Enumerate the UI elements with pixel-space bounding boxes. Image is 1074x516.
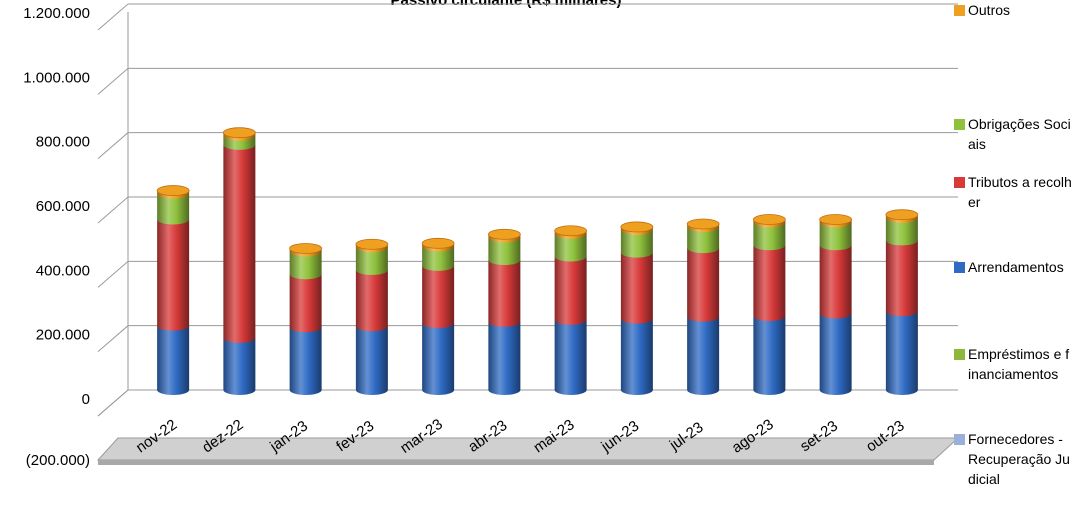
bar-cap — [752, 214, 786, 225]
bar-stack — [156, 185, 190, 395]
bar-cap — [885, 209, 919, 221]
bar-segment — [488, 237, 521, 266]
bar-cap — [487, 228, 521, 240]
bar-segment — [819, 313, 852, 395]
floor — [96, 437, 960, 465]
bar-segment — [355, 270, 388, 332]
gridline-diagonal — [97, 196, 129, 224]
bar-segment — [753, 245, 786, 322]
bar-segment — [289, 274, 322, 333]
legend-label: Tributos a recolher — [968, 174, 1072, 210]
legend-label: Empréstimos e financiamentos — [968, 346, 1070, 382]
gridline-diagonal — [97, 389, 129, 417]
legend: Outros Obrigações Sociais Tributos a rec… — [954, 0, 1074, 511]
bar-segment — [157, 193, 190, 225]
legend-swatch — [954, 349, 965, 360]
bar-segment — [157, 325, 190, 395]
bar-cap — [156, 185, 190, 196]
legend-swatch — [954, 434, 965, 445]
bar-segment — [422, 246, 455, 271]
bar-segment — [753, 222, 786, 251]
bar-segment — [620, 230, 653, 258]
bar-segment — [554, 256, 587, 325]
legend-swatch — [954, 177, 965, 188]
bar-segment — [554, 319, 587, 395]
bar-segment — [223, 337, 256, 395]
gridline-diagonal — [97, 132, 129, 160]
y-axis-ticks: (200.000) 0 200.000 400.000 600.000 800.000 1.… — [23, 5, 90, 469]
y-tick-label: 200.000 — [36, 327, 90, 344]
bar-segment — [687, 227, 720, 254]
bar-cap — [554, 225, 588, 237]
bar-segment — [157, 219, 190, 331]
bar-segment — [554, 233, 587, 262]
bar-stack — [289, 243, 323, 395]
gridline-diagonal — [97, 260, 129, 288]
bar-stack — [222, 127, 256, 395]
bar-segment — [422, 323, 455, 395]
bar-segment — [687, 248, 720, 322]
bar-segment — [687, 316, 720, 395]
bar-segment — [620, 252, 653, 324]
bar-stack — [819, 214, 853, 395]
legend-label: Fornecedores - Recuperação Judicial — [968, 431, 1070, 487]
bar-cap — [289, 243, 323, 254]
y-tick-label: 1.200.000 — [23, 5, 90, 22]
legend-swatch — [954, 5, 965, 16]
gridline-diagonal — [97, 67, 129, 95]
legend-swatch — [954, 119, 965, 130]
gridline-diagonal — [97, 3, 129, 31]
y-tick-label: 1.000.000 — [23, 69, 90, 86]
bar-segment — [819, 245, 852, 319]
bar-stack — [554, 225, 588, 395]
bar-cap — [819, 214, 853, 225]
bar-stack — [752, 214, 786, 395]
bar-cap — [686, 218, 720, 230]
y-tick-label: (200.000) — [26, 452, 90, 469]
bar-stack — [355, 238, 389, 395]
floor-edge — [98, 460, 934, 465]
bar-segment — [488, 260, 521, 327]
bar-segment — [355, 326, 388, 395]
bars — [156, 127, 919, 395]
bar-segment — [885, 311, 918, 395]
bar-segment — [885, 240, 918, 317]
y-tick-label: 800.000 — [36, 134, 90, 151]
bar-cap — [421, 237, 455, 249]
bar-segment — [355, 247, 388, 276]
legend-swatch — [954, 262, 965, 273]
legend-label: Outros — [968, 2, 1011, 18]
bar-cap — [222, 127, 256, 139]
y-tick-label: 0 — [82, 391, 90, 408]
bar-segment — [753, 316, 786, 395]
bar-segment — [488, 321, 521, 395]
bar-stack — [487, 228, 521, 395]
bar-segment — [289, 327, 322, 395]
y-tick-label: 600.000 — [36, 198, 90, 215]
y-tick-label: 400.000 — [36, 262, 90, 279]
bar-segment — [223, 144, 256, 343]
bar-segment — [885, 217, 918, 246]
gridline-diagonal — [97, 325, 129, 353]
bar-stack — [421, 237, 455, 395]
bar-segment — [620, 318, 653, 395]
bar-stack — [885, 209, 919, 395]
bar-segment — [819, 222, 852, 251]
bar-cap — [355, 238, 389, 250]
legend-label: Arrendamentos — [968, 259, 1064, 275]
legend-label: Obrigações Sociais — [968, 116, 1071, 152]
bar-stack — [620, 221, 654, 395]
bar-cap — [620, 221, 654, 233]
bar-segment — [422, 265, 455, 329]
bar-stack — [686, 218, 720, 395]
bar-segment — [289, 251, 322, 280]
